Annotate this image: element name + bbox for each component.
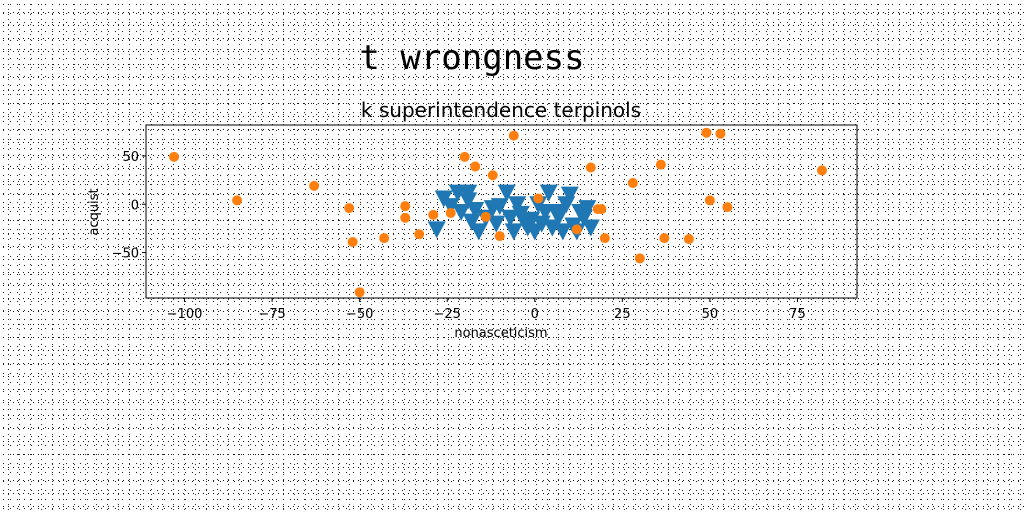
series-1-point-2 — [309, 180, 320, 191]
series-0-point-8 — [466, 202, 485, 220]
series-1-point-23 — [599, 233, 610, 244]
x-tick-label-6: 50 — [702, 307, 719, 322]
series-1-point-16 — [494, 231, 505, 242]
y-axis-label: acquist — [87, 188, 102, 235]
series-1-point-18 — [533, 193, 544, 204]
x-tick-label-1: −75 — [258, 307, 285, 322]
series-0-point-12 — [487, 215, 506, 233]
series-1-point-20 — [585, 162, 596, 173]
x-axis: −100 −75 −50 −25 0 25 50 75 — [167, 298, 806, 322]
series-0-point-7 — [462, 213, 481, 231]
series-1-point-28 — [683, 234, 694, 245]
series-1-point-4 — [347, 236, 358, 247]
series-1-point-25 — [634, 253, 645, 264]
series-1-point-7 — [400, 212, 411, 223]
series-1-point-27 — [659, 233, 670, 244]
series-1-point-19 — [571, 224, 582, 235]
series-1-point-6 — [379, 233, 390, 244]
series-0-point-17 — [508, 196, 527, 214]
x-tick-label-5: 25 — [614, 307, 631, 322]
series-1-point-1 — [232, 195, 243, 206]
series-1-point-12 — [459, 151, 470, 162]
x-tick-label-7: 75 — [789, 307, 806, 322]
series-1-point-29 — [701, 127, 712, 138]
x-tick-label-4: 0 — [531, 307, 539, 322]
series-1-point-3 — [344, 203, 355, 214]
y-tick-label-0: −50 — [112, 247, 139, 262]
series-1-point-33 — [816, 165, 827, 176]
series-0-point-37 — [578, 200, 597, 218]
figure-title: t wrongness — [359, 38, 585, 78]
series-0-point-4 — [452, 203, 471, 221]
series-0-point-15 — [501, 209, 520, 227]
series-1-point-0 — [169, 151, 180, 162]
series-0-point-26 — [539, 184, 558, 202]
series-1-point-10 — [428, 209, 439, 220]
series-1-point-8 — [400, 201, 411, 212]
x-tick-label-2: −50 — [346, 307, 373, 322]
series-1-point-9 — [414, 229, 425, 240]
series-1-point-15 — [487, 170, 498, 181]
series-0-point-32 — [560, 186, 579, 204]
x-tick-label-0: −100 — [167, 307, 203, 322]
series-1-point-32 — [722, 202, 733, 213]
y-tick-label-1: 0 — [131, 198, 139, 213]
series-0-point-29 — [550, 207, 569, 225]
series-0-point-2 — [441, 198, 460, 216]
series-1-point-22 — [596, 204, 607, 215]
series-1-point-14 — [480, 211, 491, 222]
series-0-point-14 — [497, 184, 516, 202]
series-0-point-38 — [581, 219, 600, 237]
y-axis: −50 0 50 — [112, 150, 146, 262]
series-1-point-17 — [508, 130, 519, 141]
series-0-point-13 — [490, 198, 509, 216]
series-1-point-5 — [354, 287, 365, 298]
series-0-point-16 — [504, 223, 523, 241]
x-axis-label: nonasceticism — [454, 326, 547, 341]
series-1-point-30 — [704, 195, 715, 206]
plot-frame — [145, 124, 858, 299]
y-tick-label-2: 50 — [122, 150, 139, 165]
chart-title: k superintendence terpinols — [361, 98, 641, 122]
series-0-point-0 — [427, 221, 446, 239]
series-1-point-11 — [445, 207, 456, 218]
series-1-point-26 — [655, 159, 666, 170]
series-1-point-31 — [715, 128, 726, 139]
plot-marks — [169, 127, 827, 298]
series-0-point-9 — [469, 223, 488, 241]
series-0-point-30 — [553, 223, 572, 241]
x-tick-label-3: −25 — [433, 307, 460, 322]
series-1-point-24 — [627, 177, 638, 188]
series-1-point-13 — [470, 161, 481, 172]
series-0-point-6 — [459, 192, 478, 210]
